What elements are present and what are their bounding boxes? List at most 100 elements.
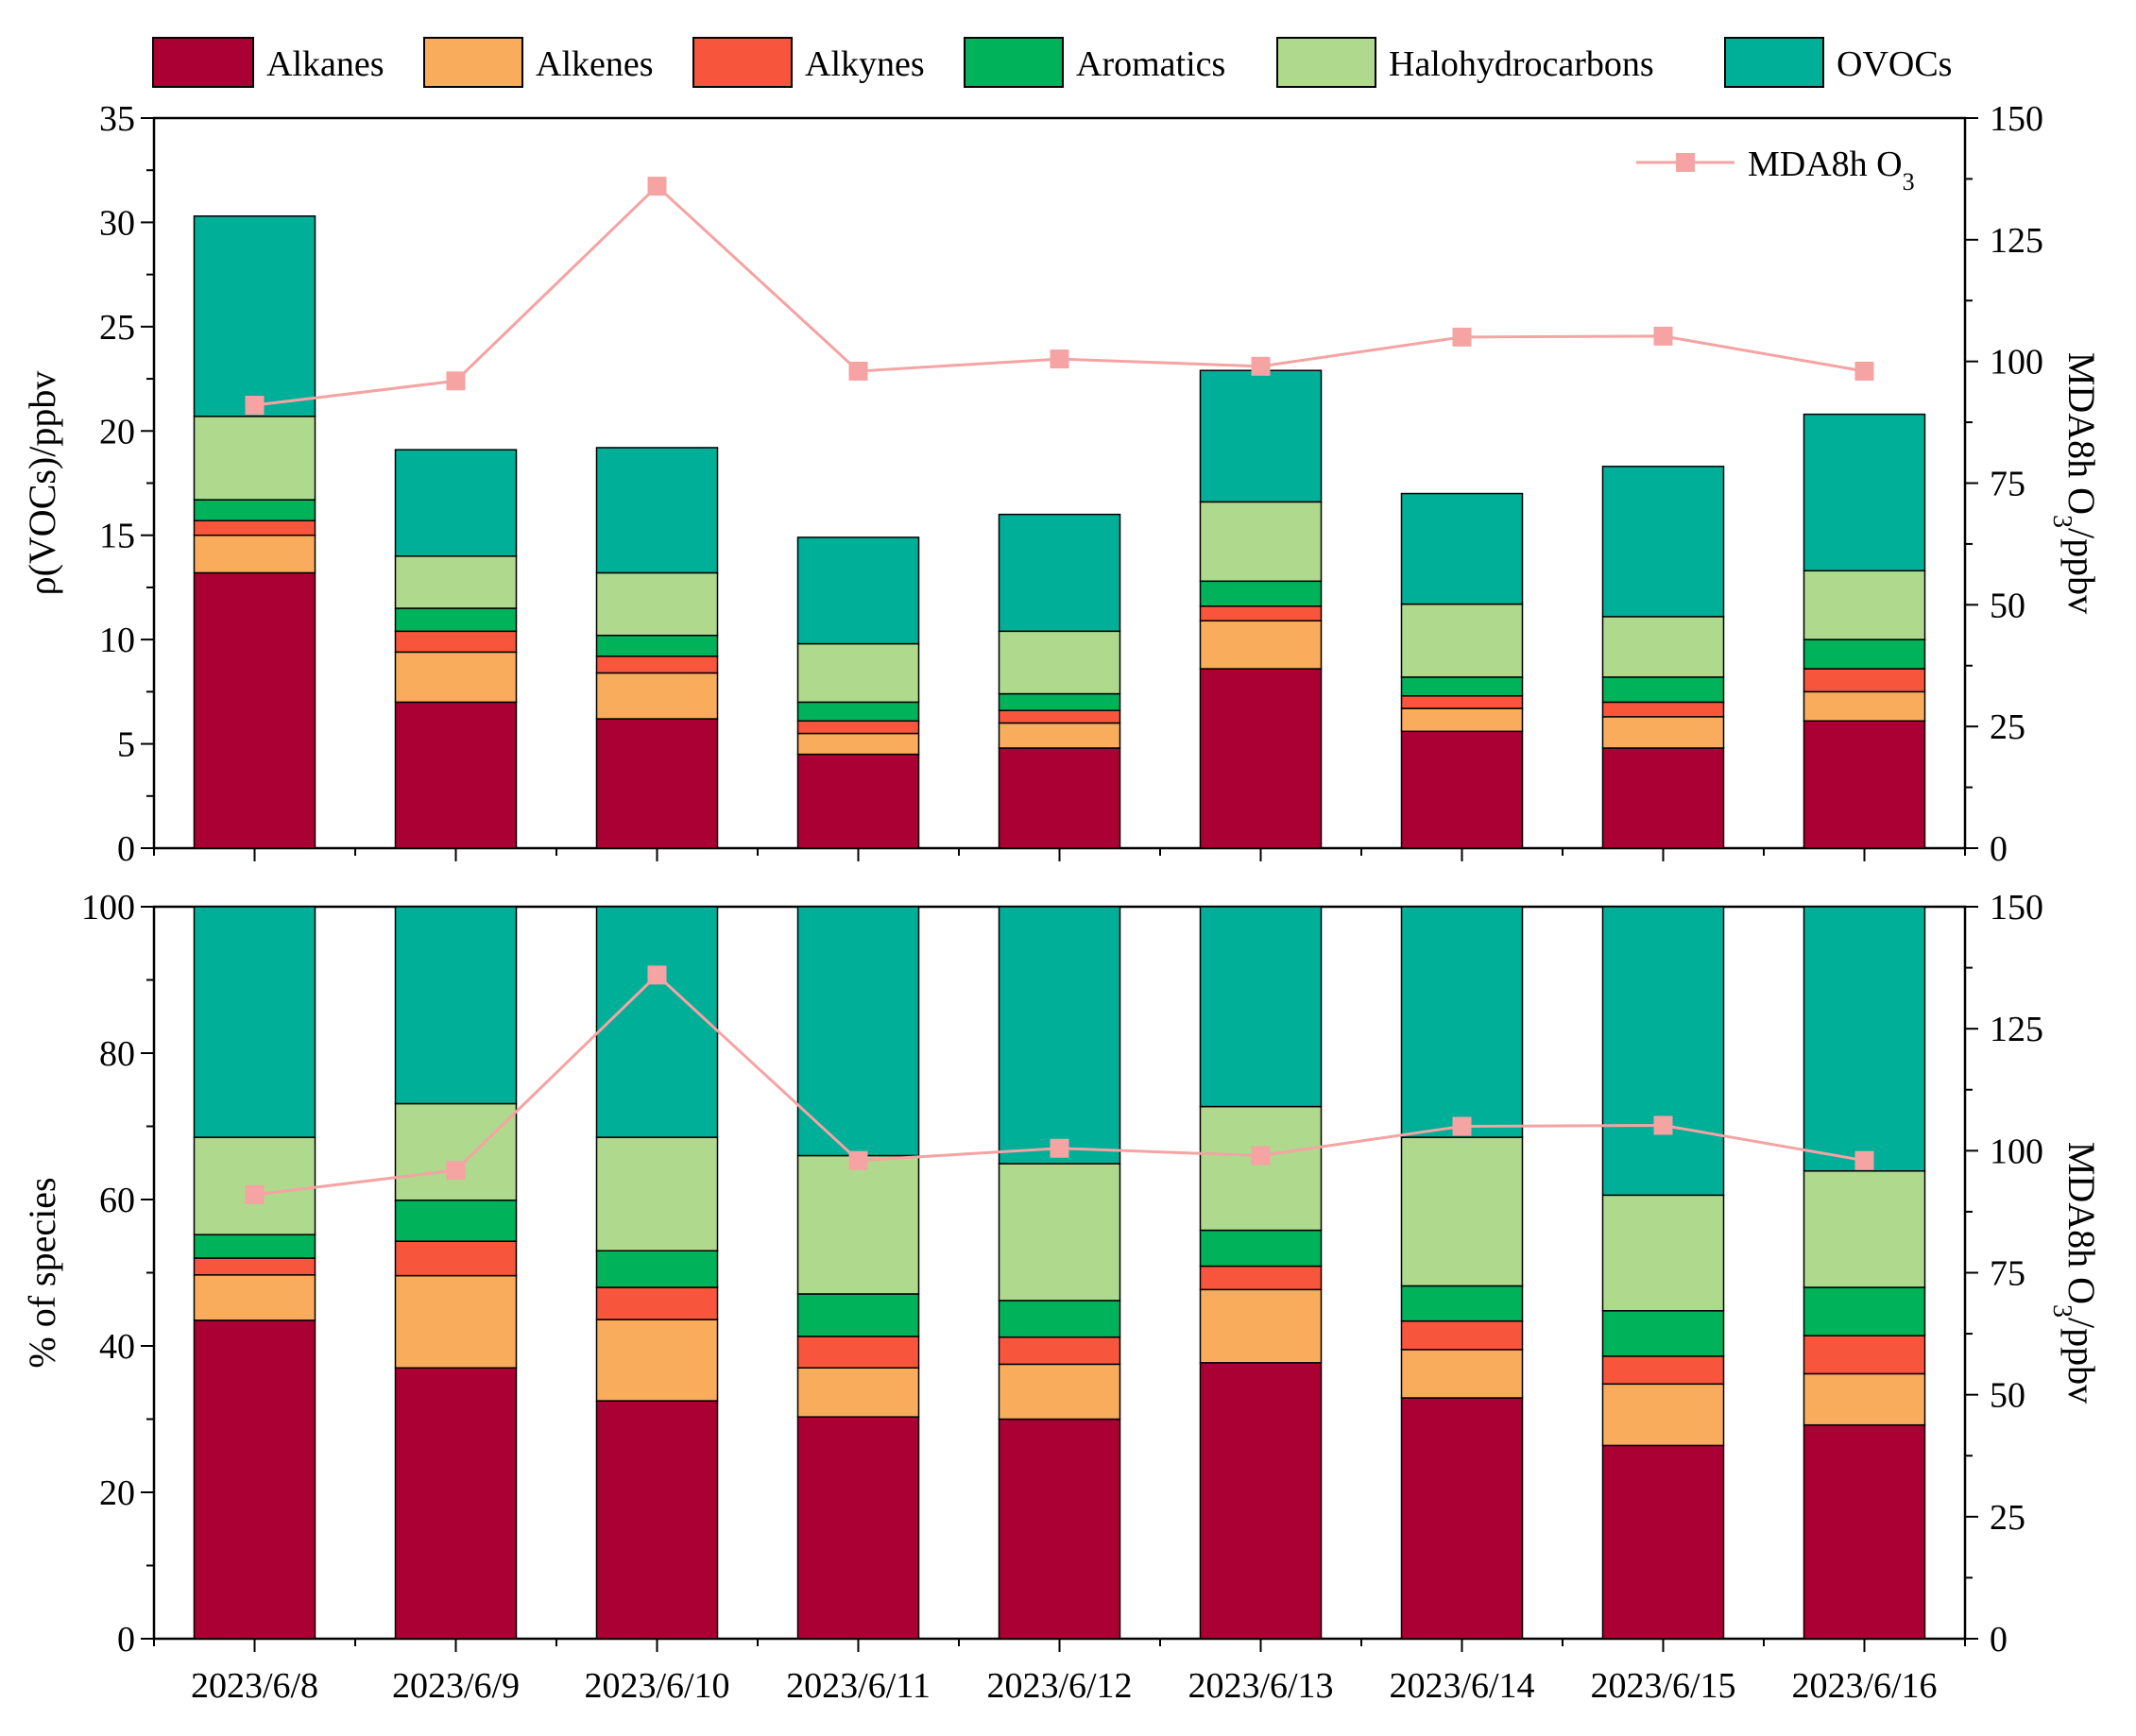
y2-tick-label: 0	[1990, 829, 2008, 869]
bar-aromatics-4	[796, 1293, 920, 1337]
y-tick-label: 40	[99, 1327, 135, 1367]
bar-alkenes-7	[1400, 1349, 1524, 1399]
bar-halohydrocarbons-2	[394, 555, 518, 609]
bar-ovocs-9	[1803, 413, 1926, 572]
bar-aromatics-9	[1803, 1286, 1926, 1336]
bar-alkenes-2	[394, 1274, 518, 1369]
bar-aromatics-6	[1199, 580, 1323, 607]
y2-tick-label: 25	[1990, 707, 2025, 747]
bar-alkynes-2	[394, 630, 518, 654]
y-tick-label: 35	[99, 99, 135, 139]
bar-alkanes-5	[998, 747, 1121, 849]
bar-alkanes-1	[193, 1319, 316, 1640]
bar-alkynes-1	[193, 1257, 316, 1276]
bar-alkynes-4	[796, 1336, 920, 1370]
bar-alkenes-2	[394, 651, 518, 704]
y-tick-label: 0	[117, 829, 135, 869]
legend-swatch-alkynes	[692, 37, 793, 88]
y2-axis-title: MDA8h O3/ppbv	[2048, 1142, 2104, 1404]
bar-halohydrocarbons-9	[1803, 570, 1926, 640]
o3-legend-label-sub: 3	[1903, 168, 1915, 196]
bar-alkanes-9	[1803, 1423, 1926, 1640]
bar-aromatics-4	[796, 701, 920, 723]
bar-ovocs-5	[998, 513, 1121, 633]
y-tick-label: 20	[99, 412, 135, 451]
o3-point-2	[446, 1161, 466, 1180]
bar-alkenes-8	[1601, 1383, 1725, 1447]
bar-alkenes-1	[193, 1274, 316, 1321]
legend-swatch-halohydrocarbons	[1276, 37, 1376, 88]
bar-ovocs-3	[595, 906, 719, 1138]
y2-tick-label: 75	[1990, 1254, 2025, 1294]
bar-halohydrocarbons-9	[1803, 1170, 1926, 1288]
bar-aromatics-5	[998, 1300, 1121, 1338]
bar-halohydrocarbons-2	[394, 1102, 518, 1201]
legend-label-aromatics: Aromatics	[1076, 44, 1225, 84]
x-tick-label: 2023/6/16	[1791, 1666, 1937, 1706]
bar-halohydrocarbons-8	[1601, 1194, 1725, 1312]
x-tick-label: 2023/6/15	[1590, 1666, 1735, 1706]
bar-ovocs-9	[1803, 906, 1926, 1172]
bar-alkynes-8	[1601, 701, 1725, 718]
bar-alkanes-3	[595, 718, 719, 849]
y-tick-label: 100	[81, 888, 135, 928]
bar-alkanes-2	[394, 1367, 518, 1640]
bar-ovocs-8	[1601, 466, 1725, 618]
o3-point-3	[647, 965, 667, 985]
bar-ovocs-3	[595, 447, 719, 574]
bar-alkanes-5	[998, 1418, 1121, 1640]
bar-alkanes-6	[1199, 1362, 1323, 1640]
legend-swatch-aromatics	[964, 37, 1064, 88]
bar-halohydrocarbons-3	[595, 1136, 719, 1251]
x-tick-label: 2023/6/8	[191, 1666, 318, 1706]
legend-label-ovocs: OVOCs	[1837, 44, 1952, 84]
bar-ovocs-1	[193, 906, 316, 1138]
y-tick-label: 15	[99, 517, 135, 556]
o3-point-2	[446, 371, 466, 391]
bar-alkynes-6	[1199, 1265, 1323, 1291]
bar-aromatics-3	[595, 1250, 719, 1288]
o3-point-6	[1251, 356, 1271, 376]
bar-halohydrocarbons-4	[796, 1154, 920, 1295]
bar-halohydrocarbons-5	[998, 630, 1121, 695]
bar-alkenes-6	[1199, 1288, 1323, 1364]
bar-alkanes-2	[394, 701, 518, 849]
bar-ovocs-7	[1400, 492, 1524, 605]
top-panel: 0 5 10 15 20 25 30 35 0 25 50 75 100 125 150 ρ(VOCs)/pp…	[21, 99, 2103, 869]
bar-alkanes-9	[1803, 720, 1926, 849]
y2-axis-title-part: /ppbv	[2060, 1318, 2103, 1404]
legend-label-halohydrocarbons: Halohydrocarbons	[1389, 44, 1654, 84]
bar-alkenes-8	[1601, 716, 1725, 749]
y2-tick-label: 50	[1990, 1376, 2025, 1416]
legend-label-alkenes: Alkenes	[536, 44, 654, 84]
bar-alkanes-6	[1199, 668, 1323, 849]
bar-alkenes-3	[595, 1319, 719, 1402]
bar-ovocs-4	[796, 906, 920, 1157]
y-tick-label: 5	[117, 725, 135, 765]
bar-alkynes-5	[998, 709, 1121, 724]
y-axis-title: % of species	[21, 1177, 63, 1368]
bar-alkynes-9	[1803, 1335, 1926, 1375]
o3-line	[254, 184, 1865, 407]
bar-aromatics-5	[998, 692, 1121, 711]
bar-aromatics-9	[1803, 638, 1926, 670]
bar-alkenes-5	[998, 1363, 1121, 1421]
bar-halohydrocarbons-3	[595, 571, 719, 637]
o3-legend-label: MDA8h O3	[1748, 145, 1915, 196]
bar-ovocs-2	[394, 449, 518, 557]
bar-alkenes-4	[796, 732, 920, 756]
o3-point-4	[848, 361, 868, 381]
y-axis-title: ρ(VOCs)/ppbv	[21, 371, 63, 596]
o3-point-6	[1251, 1146, 1271, 1166]
bar-alkanes-7	[1400, 1397, 1524, 1640]
x-tick-label: 2023/6/9	[392, 1666, 520, 1706]
bar-alkenes-1	[193, 534, 316, 574]
o3-point-8	[1653, 326, 1673, 346]
bar-ovocs-1	[193, 215, 316, 417]
y2-tick-label: 100	[1990, 1132, 2043, 1171]
legend-swatch-alkenes	[423, 37, 523, 88]
y2-tick-label: 150	[1990, 888, 2043, 928]
o3-point-8	[1653, 1115, 1673, 1135]
bar-alkenes-3	[595, 672, 719, 720]
o3-point-4	[848, 1150, 868, 1170]
